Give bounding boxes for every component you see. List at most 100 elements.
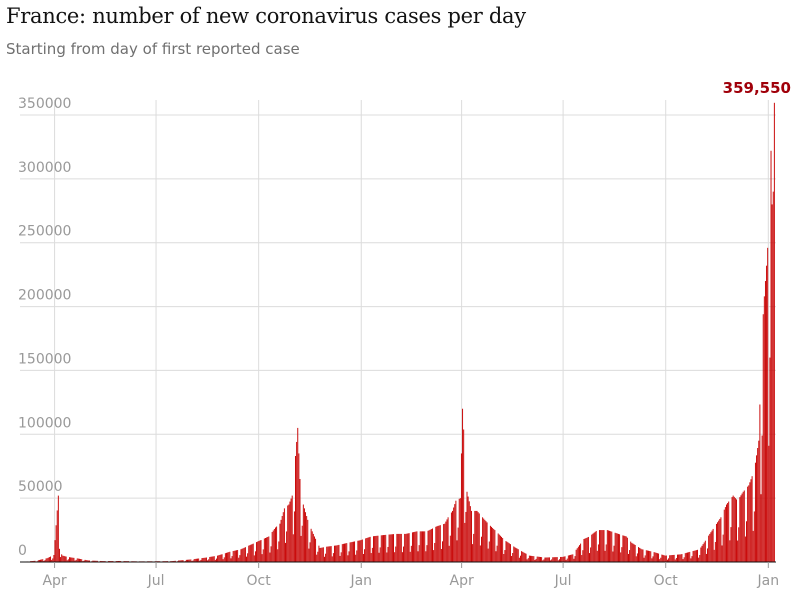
daily-case-bar bbox=[756, 455, 758, 562]
daily-case-bar bbox=[344, 543, 345, 562]
daily-case-bar bbox=[438, 525, 440, 562]
daily-case-bar bbox=[467, 496, 469, 562]
daily-case-bar bbox=[641, 549, 643, 562]
daily-case-bar bbox=[712, 528, 714, 562]
daily-case-bar bbox=[633, 544, 635, 562]
daily-case-bar bbox=[239, 555, 241, 562]
daily-case-bar bbox=[405, 533, 407, 562]
daily-case-bar bbox=[474, 510, 476, 562]
daily-case-bar bbox=[285, 542, 286, 562]
daily-case-bar bbox=[77, 558, 79, 562]
peak-value-label: 359,550 bbox=[723, 79, 791, 97]
daily-case-bar bbox=[519, 555, 521, 562]
daily-case-bar bbox=[386, 552, 388, 562]
daily-case-bar bbox=[413, 532, 415, 562]
daily-case-bar bbox=[315, 538, 317, 562]
daily-case-bar bbox=[296, 441, 298, 562]
daily-case-bar bbox=[595, 530, 597, 562]
daily-case-bar bbox=[309, 542, 311, 562]
x-axis-ticks: Apr Jul Oct Jan Apr Jul Oct Jan bbox=[42, 562, 779, 589]
daily-case-bar bbox=[189, 559, 191, 562]
daily-case-bar bbox=[606, 530, 608, 562]
daily-case-bar bbox=[238, 557, 240, 562]
daily-case-bar bbox=[182, 560, 184, 562]
daily-case-bar bbox=[754, 462, 756, 562]
daily-case-bar bbox=[213, 556, 215, 562]
daily-case-bar bbox=[180, 560, 182, 562]
x-tick-label: Apr bbox=[42, 573, 66, 589]
daily-case-bar bbox=[362, 554, 364, 562]
daily-case-bar bbox=[249, 545, 251, 562]
daily-case-bar bbox=[449, 535, 451, 562]
daily-case-bar bbox=[554, 557, 556, 562]
daily-case-bar bbox=[411, 532, 413, 562]
daily-case-bar bbox=[279, 523, 281, 562]
daily-case-bar bbox=[398, 533, 400, 562]
daily-case-bar bbox=[740, 495, 742, 562]
daily-case-bar bbox=[521, 551, 523, 562]
daily-case-bar bbox=[204, 557, 206, 562]
daily-case-bar bbox=[264, 537, 266, 562]
daily-case-bar bbox=[726, 504, 727, 562]
daily-case-bar bbox=[57, 495, 59, 562]
daily-case-bar bbox=[556, 557, 558, 562]
daily-case-bar bbox=[192, 560, 194, 562]
daily-case-bar bbox=[538, 556, 540, 562]
daily-case-bar bbox=[730, 527, 732, 562]
daily-case-bar bbox=[734, 498, 736, 562]
daily-case-bar bbox=[575, 549, 577, 562]
daily-case-bar bbox=[334, 545, 335, 562]
daily-case-bar bbox=[543, 559, 545, 562]
daily-case-bar bbox=[507, 542, 509, 562]
daily-case-bar bbox=[187, 559, 188, 562]
daily-case-bar bbox=[201, 558, 203, 562]
daily-case-bar bbox=[593, 532, 595, 562]
daily-case-bar bbox=[365, 538, 367, 562]
daily-case-bar bbox=[268, 536, 270, 562]
y-tick-label: 50000 bbox=[18, 479, 63, 495]
daily-case-bar bbox=[197, 558, 199, 562]
daily-case-bar bbox=[655, 552, 657, 562]
daily-case-bar bbox=[673, 554, 675, 562]
daily-case-bar bbox=[469, 506, 471, 563]
x-tick-label: Jan bbox=[757, 573, 780, 589]
daily-case-bar bbox=[93, 560, 95, 562]
daily-case-bar bbox=[227, 552, 229, 562]
daily-case-bar bbox=[328, 546, 330, 562]
daily-case-bar bbox=[185, 559, 187, 562]
daily-case-bar bbox=[600, 530, 602, 562]
daily-case-bar bbox=[253, 555, 255, 562]
daily-case-bar bbox=[629, 550, 631, 562]
daily-case-bar bbox=[483, 518, 485, 562]
daily-case-bar bbox=[100, 560, 102, 562]
daily-case-bar bbox=[439, 525, 441, 562]
daily-case-bar bbox=[215, 558, 217, 562]
daily-case-bar bbox=[376, 535, 378, 562]
daily-case-bar bbox=[612, 551, 614, 562]
x-tick-label: Jul bbox=[147, 573, 165, 589]
daily-case-bar bbox=[231, 556, 233, 562]
daily-case-bar bbox=[397, 533, 399, 562]
daily-case-bar bbox=[738, 527, 740, 562]
daily-case-bar bbox=[74, 560, 76, 562]
daily-case-bar bbox=[550, 560, 552, 562]
daily-case-bar bbox=[645, 550, 647, 562]
daily-case-bar bbox=[217, 555, 219, 562]
daily-case-bar bbox=[277, 549, 279, 562]
daily-case-bar bbox=[662, 554, 664, 562]
daily-case-bar bbox=[695, 550, 697, 562]
daily-case-bar bbox=[487, 548, 489, 562]
daily-case-bar bbox=[544, 557, 546, 562]
daily-case-bar bbox=[717, 522, 719, 562]
y-tick-label: 150000 bbox=[18, 351, 71, 367]
daily-case-bar bbox=[642, 549, 644, 562]
daily-case-bar bbox=[94, 560, 96, 562]
daily-case-bar bbox=[464, 522, 466, 562]
daily-case-bar bbox=[420, 531, 422, 562]
daily-case-bar bbox=[587, 536, 589, 562]
daily-case-bar bbox=[368, 537, 370, 562]
daily-case-bar bbox=[668, 558, 670, 562]
daily-case-bar bbox=[273, 529, 275, 562]
y-tick-label: 300000 bbox=[18, 160, 71, 176]
daily-case-bar bbox=[481, 536, 482, 562]
